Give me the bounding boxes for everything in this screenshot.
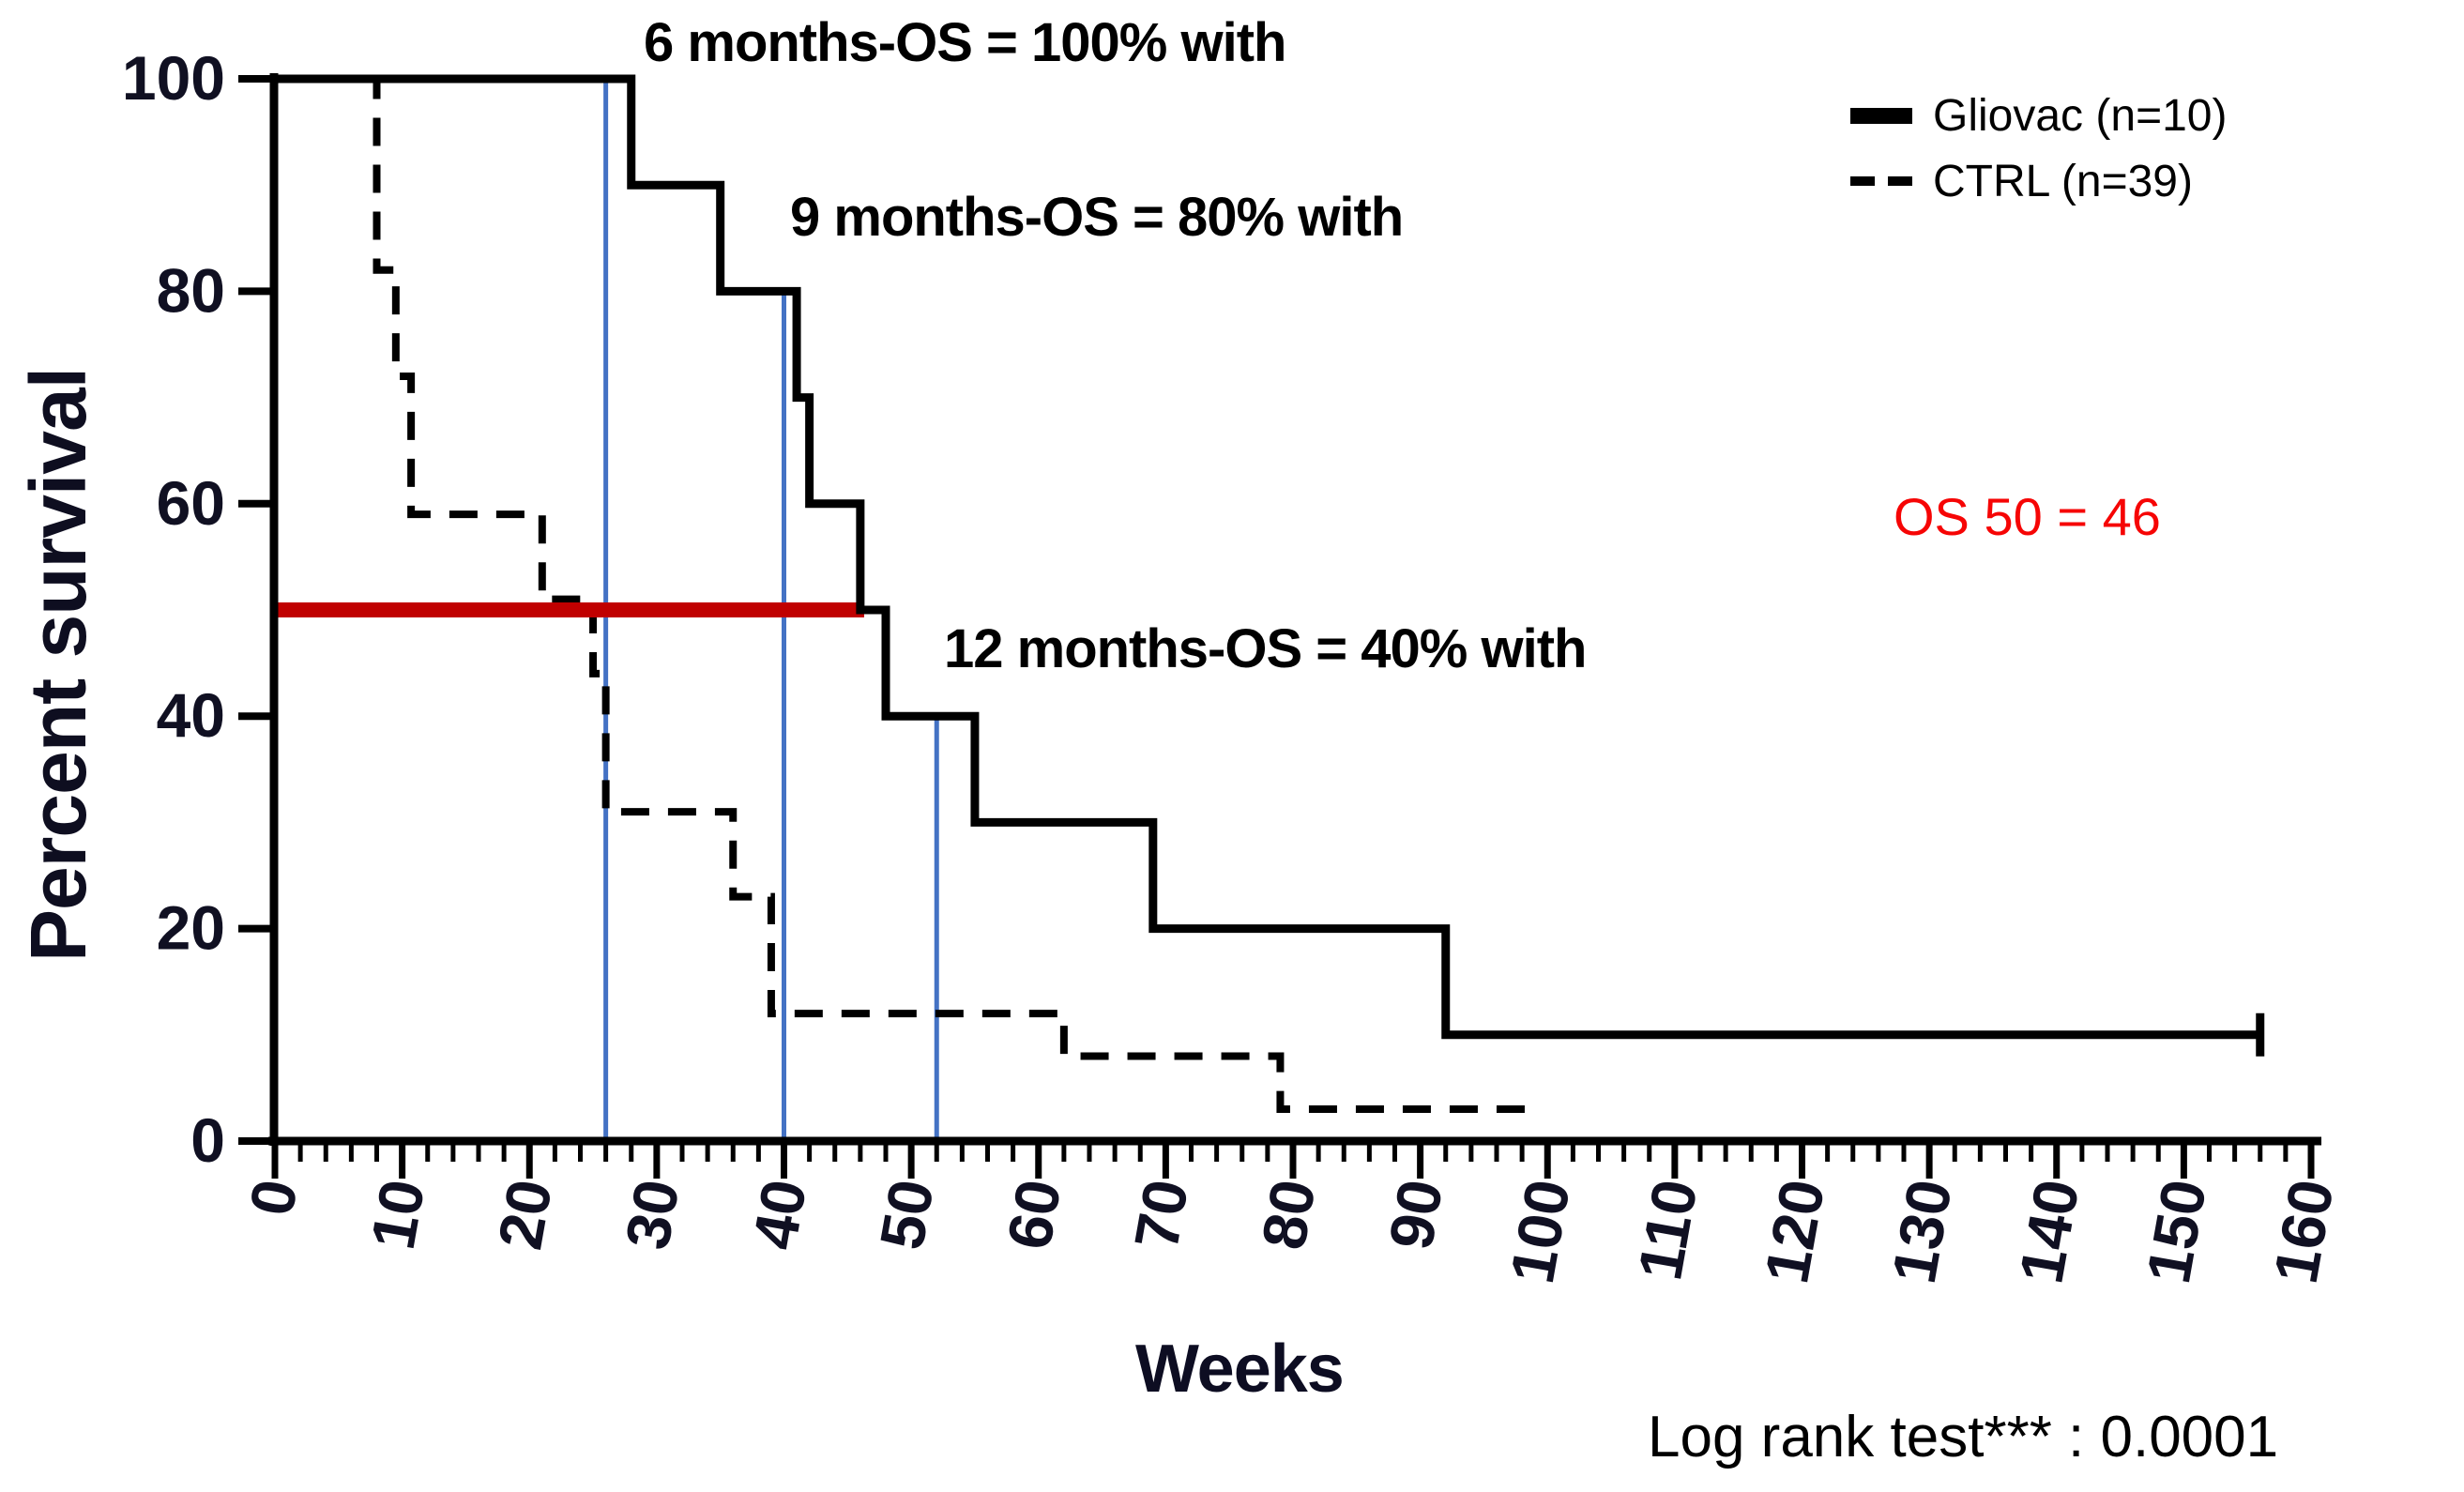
legend-gliovac-label: Gliovac (n=10) (1933, 90, 2228, 141)
x-tick-label-10: 10 (357, 1175, 438, 1255)
x-tick-label-160: 160 (2260, 1175, 2347, 1288)
y-tick-label-20: 20 (157, 893, 225, 963)
x-tick-label-60: 60 (994, 1175, 1074, 1255)
legend-solid-line-swatch (1850, 107, 1912, 124)
x-tick-label-90: 90 (1376, 1175, 1456, 1255)
x-tick-label-150: 150 (2133, 1175, 2219, 1288)
ctrl-survival-curve (275, 75, 1535, 1114)
x-tick-label-40: 40 (739, 1175, 820, 1255)
x-axis-title: Weeks (1135, 1332, 1345, 1407)
y-tick-label-80: 80 (157, 255, 225, 325)
x-tick-label-100: 100 (1497, 1175, 1583, 1288)
x-tick-label-140: 140 (2006, 1175, 2092, 1288)
y-tick-label-0: 0 (190, 1105, 225, 1175)
gliovac-survival-curve (275, 74, 2260, 1040)
x-tick-label-110: 110 (1624, 1175, 1710, 1286)
annotation-12-months-os: 12 months-OS = 40% with (944, 618, 1587, 679)
x-tick-label-20: 20 (484, 1175, 565, 1255)
median-os-label: OS 50 = 46 (1894, 487, 2161, 546)
legend-dashed-line-swatch (1850, 176, 1912, 186)
annotation-6-months-os: 6 months-OS = 100% with (644, 12, 1286, 73)
x-tick-label-30: 30 (612, 1175, 692, 1255)
x-tick-label-120: 120 (1751, 1175, 1837, 1288)
x-tick-label-0: 0 (236, 1175, 311, 1221)
legend-item-gliovac: Gliovac (n=10) (1850, 83, 2227, 148)
y-tick-label-100: 100 (122, 43, 225, 113)
y-axis-title: Percent survival (14, 367, 102, 962)
log-rank-test-label: Log rank test*** : 0.0001 (1648, 1405, 2279, 1469)
legend: Gliovac (n=10) CTRL (n=39) (1850, 83, 2227, 214)
x-tick-label-70: 70 (1121, 1175, 1202, 1255)
y-tick-label-40: 40 (157, 680, 225, 750)
legend-ctrl-label: CTRL (n=39) (1933, 156, 2193, 206)
x-tick-label-80: 80 (1248, 1175, 1329, 1255)
x-tick-label-50: 50 (866, 1175, 947, 1255)
annotation-9-months-os: 9 months-OS = 80% with (790, 187, 1404, 248)
x-tick-label-130: 130 (1878, 1175, 1965, 1288)
y-tick-label-60: 60 (157, 468, 225, 538)
legend-item-ctrl: CTRL (n=39) (1850, 148, 2227, 214)
